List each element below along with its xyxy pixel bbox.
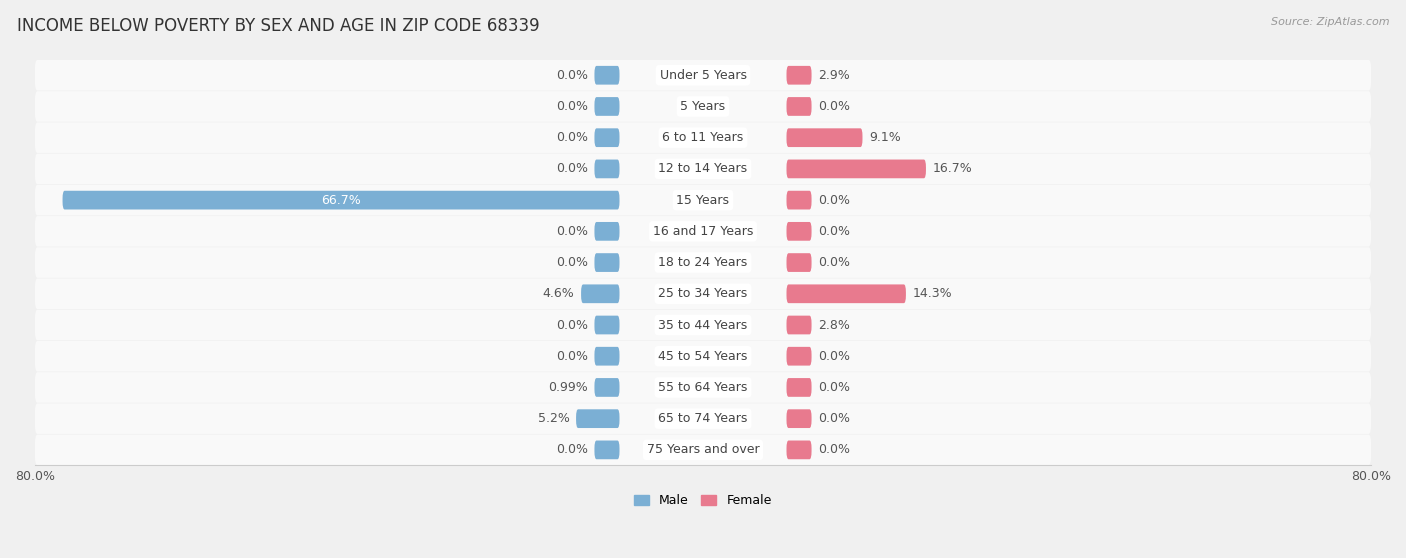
FancyBboxPatch shape (786, 160, 927, 178)
FancyBboxPatch shape (595, 160, 620, 178)
FancyBboxPatch shape (786, 440, 811, 459)
FancyBboxPatch shape (35, 153, 1371, 184)
Text: 0.0%: 0.0% (818, 350, 851, 363)
FancyBboxPatch shape (595, 128, 620, 147)
FancyBboxPatch shape (595, 222, 620, 240)
FancyBboxPatch shape (35, 403, 1371, 434)
Text: 25 to 34 Years: 25 to 34 Years (658, 287, 748, 300)
FancyBboxPatch shape (786, 66, 811, 85)
Text: 0.0%: 0.0% (555, 319, 588, 331)
Text: 35 to 44 Years: 35 to 44 Years (658, 319, 748, 331)
FancyBboxPatch shape (35, 278, 1371, 309)
Text: 0.0%: 0.0% (818, 412, 851, 425)
FancyBboxPatch shape (35, 91, 1371, 122)
Text: 65 to 74 Years: 65 to 74 Years (658, 412, 748, 425)
Text: 0.99%: 0.99% (548, 381, 588, 394)
Text: 0.0%: 0.0% (818, 194, 851, 206)
FancyBboxPatch shape (35, 310, 1371, 340)
FancyBboxPatch shape (35, 60, 1371, 90)
Text: 0.0%: 0.0% (818, 100, 851, 113)
FancyBboxPatch shape (786, 347, 811, 365)
FancyBboxPatch shape (35, 216, 1371, 247)
FancyBboxPatch shape (595, 253, 620, 272)
Text: 4.6%: 4.6% (543, 287, 575, 300)
Text: 2.8%: 2.8% (818, 319, 851, 331)
Text: 0.0%: 0.0% (555, 256, 588, 269)
Text: Under 5 Years: Under 5 Years (659, 69, 747, 82)
FancyBboxPatch shape (595, 378, 620, 397)
Text: 6 to 11 Years: 6 to 11 Years (662, 131, 744, 144)
FancyBboxPatch shape (62, 191, 620, 209)
Text: 15 Years: 15 Years (676, 194, 730, 206)
Text: 9.1%: 9.1% (869, 131, 901, 144)
FancyBboxPatch shape (35, 247, 1371, 278)
FancyBboxPatch shape (595, 440, 620, 459)
Text: 16 and 17 Years: 16 and 17 Years (652, 225, 754, 238)
Text: 2.9%: 2.9% (818, 69, 851, 82)
Text: 16.7%: 16.7% (932, 162, 973, 175)
FancyBboxPatch shape (35, 372, 1371, 403)
FancyBboxPatch shape (35, 341, 1371, 372)
FancyBboxPatch shape (595, 66, 620, 85)
FancyBboxPatch shape (35, 185, 1371, 215)
Text: 45 to 54 Years: 45 to 54 Years (658, 350, 748, 363)
FancyBboxPatch shape (786, 253, 811, 272)
FancyBboxPatch shape (786, 191, 811, 209)
Text: INCOME BELOW POVERTY BY SEX AND AGE IN ZIP CODE 68339: INCOME BELOW POVERTY BY SEX AND AGE IN Z… (17, 17, 540, 35)
FancyBboxPatch shape (576, 410, 620, 428)
Text: 0.0%: 0.0% (818, 225, 851, 238)
FancyBboxPatch shape (786, 128, 862, 147)
Text: 55 to 64 Years: 55 to 64 Years (658, 381, 748, 394)
Text: 0.0%: 0.0% (555, 444, 588, 456)
FancyBboxPatch shape (595, 347, 620, 365)
FancyBboxPatch shape (786, 378, 811, 397)
FancyBboxPatch shape (786, 316, 811, 334)
Text: 0.0%: 0.0% (555, 225, 588, 238)
Text: 5.2%: 5.2% (537, 412, 569, 425)
FancyBboxPatch shape (35, 122, 1371, 153)
Text: 14.3%: 14.3% (912, 287, 952, 300)
Text: 0.0%: 0.0% (555, 162, 588, 175)
Text: 0.0%: 0.0% (818, 256, 851, 269)
Text: 18 to 24 Years: 18 to 24 Years (658, 256, 748, 269)
Text: 0.0%: 0.0% (555, 69, 588, 82)
FancyBboxPatch shape (595, 316, 620, 334)
Text: 66.7%: 66.7% (321, 194, 361, 206)
FancyBboxPatch shape (35, 435, 1371, 465)
Text: 75 Years and over: 75 Years and over (647, 444, 759, 456)
Text: 0.0%: 0.0% (555, 131, 588, 144)
Legend: Male, Female: Male, Female (630, 489, 776, 512)
FancyBboxPatch shape (581, 285, 620, 303)
FancyBboxPatch shape (786, 285, 905, 303)
Text: 5 Years: 5 Years (681, 100, 725, 113)
Text: 0.0%: 0.0% (555, 100, 588, 113)
FancyBboxPatch shape (595, 97, 620, 116)
Text: Source: ZipAtlas.com: Source: ZipAtlas.com (1271, 17, 1389, 27)
FancyBboxPatch shape (786, 410, 811, 428)
Text: 0.0%: 0.0% (555, 350, 588, 363)
Text: 0.0%: 0.0% (818, 444, 851, 456)
Text: 12 to 14 Years: 12 to 14 Years (658, 162, 748, 175)
FancyBboxPatch shape (786, 222, 811, 240)
FancyBboxPatch shape (786, 97, 811, 116)
Text: 0.0%: 0.0% (818, 381, 851, 394)
